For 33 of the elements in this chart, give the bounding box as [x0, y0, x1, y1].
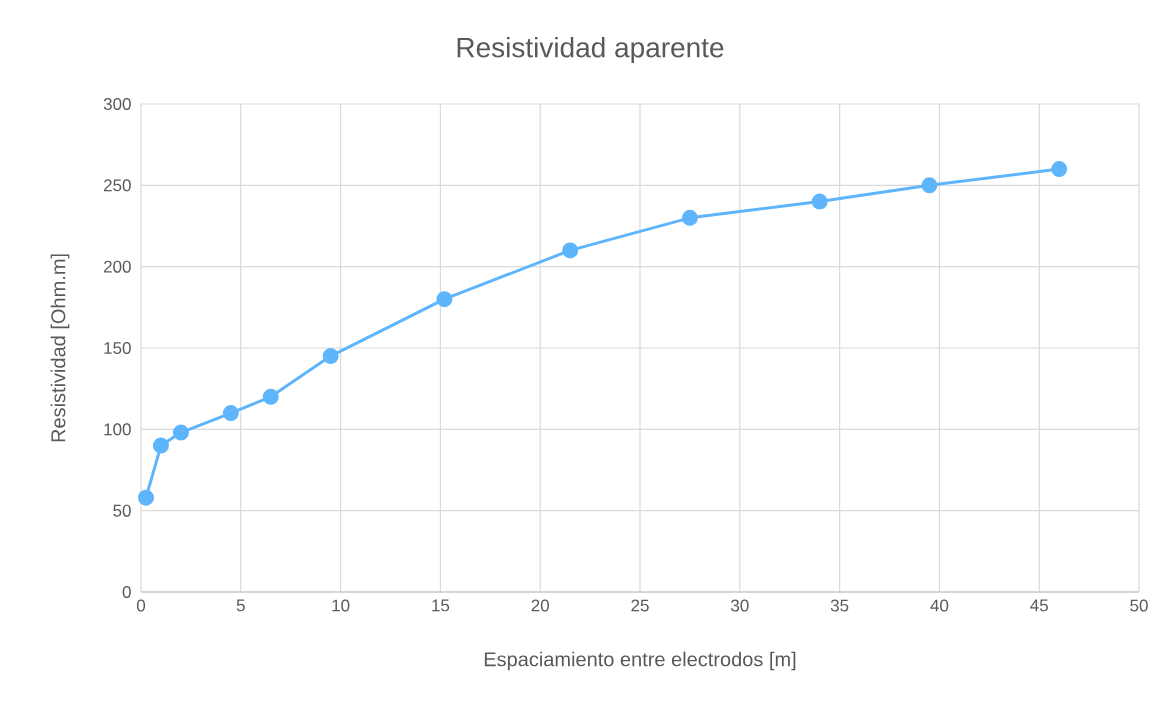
point — [152, 437, 169, 454]
x-tick-label: 25 — [631, 599, 649, 612]
x-tick-label: 40 — [930, 599, 949, 612]
point — [138, 489, 154, 506]
x-tick-label: 45 — [1030, 599, 1048, 612]
point — [172, 424, 189, 441]
point — [1051, 161, 1068, 178]
point — [681, 209, 698, 226]
y-axis-title: Resistividad [Ohm.m] — [50, 254, 70, 442]
y-tick-label: 50 — [113, 504, 131, 517]
point — [562, 242, 579, 259]
chart-title: Resistividad aparente — [457, 36, 724, 64]
x-tick-label: 5 — [236, 599, 245, 612]
x-tick-label: 35 — [830, 599, 849, 612]
y-tick-label: 200 — [103, 260, 131, 273]
y-tick-label: 0 — [122, 585, 131, 599]
y-tick-label: 250 — [103, 179, 131, 192]
x-tick-label: 50 — [1130, 599, 1148, 612]
y-tick-label: 150 — [104, 341, 131, 355]
x-tick-label: 15 — [432, 599, 450, 612]
x-axis-title: Espaciamiento entre electrodos [m] — [484, 651, 796, 671]
x-tick-label: 30 — [731, 599, 749, 612]
x-tick-label: 20 — [531, 599, 549, 612]
y-tick-label: 100 — [104, 423, 131, 436]
point — [811, 193, 828, 210]
point — [921, 177, 938, 194]
point — [262, 388, 279, 405]
x-tick-label: 0 — [136, 599, 146, 612]
point — [436, 291, 453, 308]
x-tick-label: 10 — [332, 599, 350, 612]
y-tick-label: 300 — [103, 97, 131, 110]
point — [222, 405, 239, 422]
point — [322, 348, 339, 365]
